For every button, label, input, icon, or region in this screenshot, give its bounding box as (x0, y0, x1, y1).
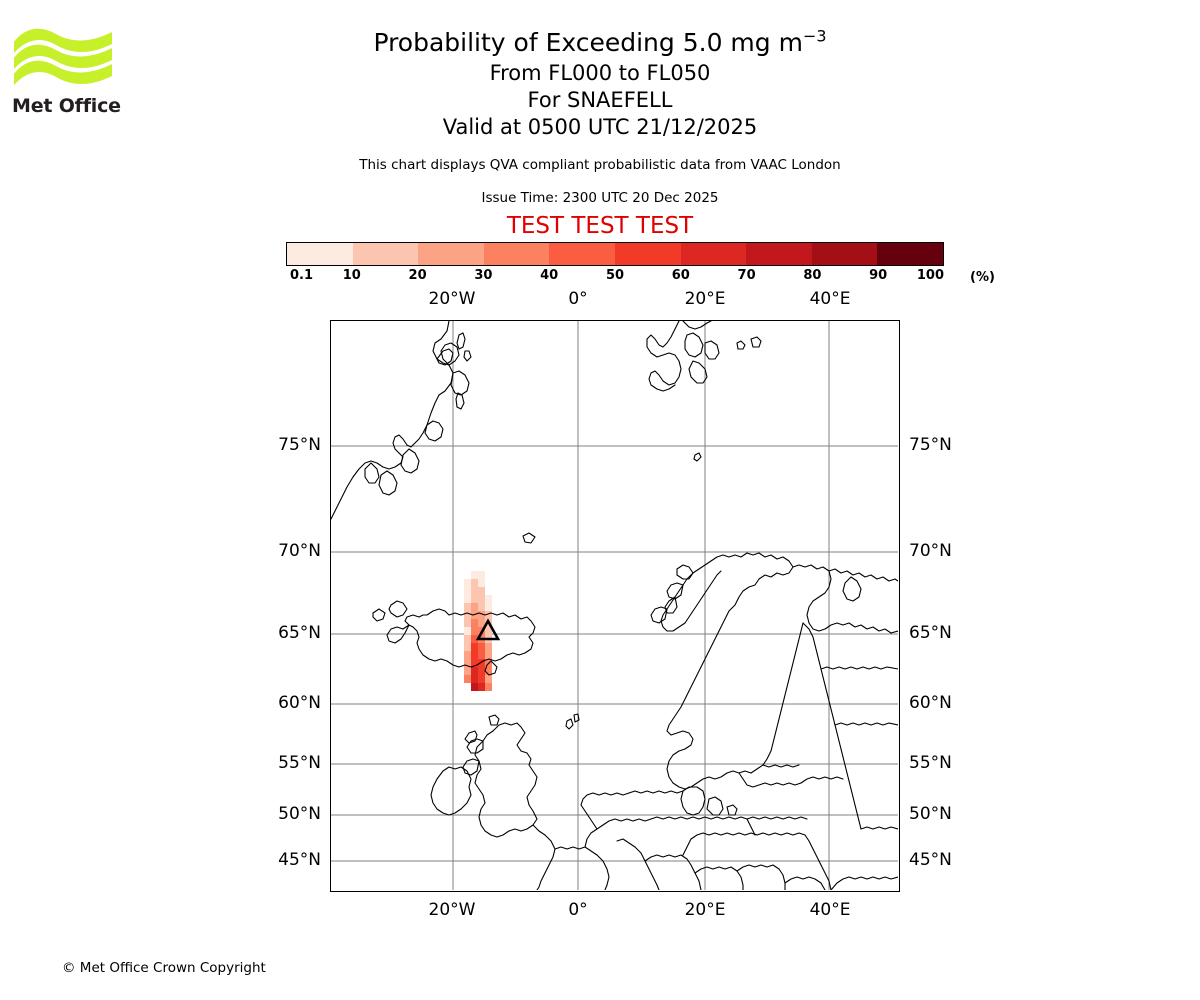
colorbar-segment-4 (549, 243, 615, 265)
colorbar-segment-2 (418, 243, 484, 265)
map-panel[interactable] (330, 320, 900, 892)
volcano-triangle-icon (475, 618, 501, 641)
lon-label-bottom-3: 40°E (809, 900, 851, 920)
chart-header: Probability of Exceeding 5.0 mg m−3 From… (0, 0, 1200, 240)
lon-label-top-2: 20°E (684, 289, 726, 309)
map-gridlines (331, 321, 898, 890)
lat-label-right-6: 45°N (909, 850, 952, 870)
colorbar-tick-80: 80 (803, 268, 822, 283)
probability-colorbar: 0.1 10 20 30 40 50 60 70 80 90 100 (286, 242, 944, 286)
lat-label-left-2: 65°N (278, 623, 321, 643)
met-office-logo: Met Office (12, 22, 122, 117)
lon-label-top-3: 40°E (809, 289, 851, 309)
colorbar-segment-7 (746, 243, 812, 265)
colorbar-tick-30: 30 (474, 268, 493, 283)
colorbar-gradient (286, 242, 944, 266)
colorbar-tick-50: 50 (605, 268, 625, 283)
colorbar-tick-40: 40 (540, 268, 559, 283)
colorbar-tick-90: 90 (869, 268, 888, 283)
lat-label-right-1: 70°N (909, 541, 952, 561)
copyright-notice: © Met Office Crown Copyright (62, 960, 266, 976)
title-exponent: −3 (802, 26, 827, 46)
coastlines (331, 321, 898, 890)
lat-label-right-0: 75°N (909, 435, 952, 455)
lat-label-right-2: 65°N (909, 623, 952, 643)
met-office-logo-text: Met Office (12, 95, 121, 117)
lat-label-left-5: 50°N (278, 804, 321, 824)
colorbar-segment-3 (483, 243, 550, 265)
lon-label-bottom-2: 20°E (684, 900, 726, 920)
colorbar-segment-5 (614, 243, 681, 265)
lat-label-left-6: 45°N (278, 850, 321, 870)
colorbar-segment-0 (287, 243, 353, 265)
title-text: Probability of Exceeding 5.0 mg m (373, 28, 803, 57)
chart-note: This chart displays QVA compliant probab… (359, 157, 841, 173)
colorbar-tick-0.1: 0.1 (290, 268, 314, 283)
flight-level-subtitle: From FL000 to FL050 (489, 61, 711, 85)
colorbar-segment-6 (680, 243, 747, 265)
colorbar-tick-20: 20 (408, 268, 427, 283)
colorbar-tick-70: 70 (737, 268, 756, 283)
lat-label-right-5: 50°N (909, 804, 952, 824)
lon-label-top-0: 20°W (428, 289, 476, 309)
met-office-wave-icon (14, 28, 112, 85)
lat-label-right-4: 55°N (909, 753, 952, 773)
lat-label-left-4: 55°N (278, 753, 321, 773)
colorbar-segment-8 (811, 243, 878, 265)
lat-label-left-0: 75°N (278, 435, 321, 455)
colorbar-unit-label: (%) (970, 270, 995, 285)
lon-label-top-1: 0° (568, 289, 588, 309)
valid-time-subtitle: Valid at 0500 UTC 21/12/2025 (442, 115, 758, 139)
lon-label-bottom-0: 20°W (428, 900, 476, 920)
test-banner: TEST TEST TEST (506, 213, 694, 239)
page-title: Probability of Exceeding 5.0 mg m−3 (0, 26, 1200, 60)
lat-label-right-3: 60°N (909, 693, 952, 713)
map-canvas (331, 321, 898, 890)
colorbar-segment-1 (352, 243, 419, 265)
lat-label-left-3: 60°N (278, 693, 321, 713)
colorbar-tick-labels: 0.1 10 20 30 40 50 60 70 80 90 100 (286, 266, 944, 286)
lat-label-left-1: 70°N (278, 541, 321, 561)
colorbar-tick-100: 100 (916, 268, 944, 283)
issue-time: Issue Time: 2300 UTC 20 Dec 2025 (481, 190, 719, 206)
colorbar-tick-10: 10 (342, 268, 361, 283)
lon-label-bottom-1: 0° (568, 900, 588, 920)
volcano-subtitle: For SNAEFELL (527, 88, 673, 112)
colorbar-tick-60: 60 (671, 268, 690, 283)
colorbar-segment-9 (877, 243, 943, 265)
